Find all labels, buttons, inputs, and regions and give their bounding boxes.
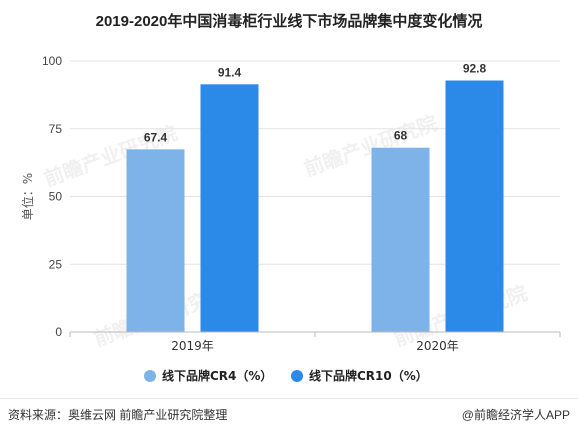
y-tick-label: 25 — [49, 257, 63, 271]
source-note: 资料来源：奥维云网 前瞻产业研究院整理 — [8, 408, 228, 422]
y-axis-label: 单位：% — [20, 173, 35, 220]
data-label: 68 — [394, 129, 408, 143]
y-tick-label: 0 — [55, 325, 62, 339]
x-tick-label: 2019年 — [171, 339, 214, 353]
data-label: 92.8 — [463, 62, 487, 76]
chart-title: 2019-2020年中国消毒柜行业线下市场品牌集中度变化情况 — [95, 13, 483, 30]
data-label: 67.4 — [144, 130, 168, 144]
bar — [371, 147, 430, 332]
x-tick-label: 2020年 — [416, 339, 459, 353]
legend-marker — [144, 370, 156, 382]
footer-divider — [0, 398, 578, 399]
y-tick-label: 75 — [49, 122, 63, 136]
legend-label: 线下品牌CR4（%） — [162, 368, 272, 383]
bar — [445, 80, 504, 333]
legend-marker — [291, 370, 303, 382]
bar — [126, 149, 185, 332]
brand-credit: @前瞻经济学人APP — [461, 408, 570, 422]
bar — [200, 84, 259, 332]
y-tick-label: 50 — [49, 190, 63, 204]
bar-chart: 0 25 50 75 100 单位：% 67.4 91.4 2019年 68 92.8 2020年线下… — [20, 54, 561, 383]
y-tick-label: 100 — [42, 54, 62, 68]
legend-label: 线下品牌CR10（%） — [309, 368, 428, 383]
data-label: 91.4 — [218, 65, 242, 79]
